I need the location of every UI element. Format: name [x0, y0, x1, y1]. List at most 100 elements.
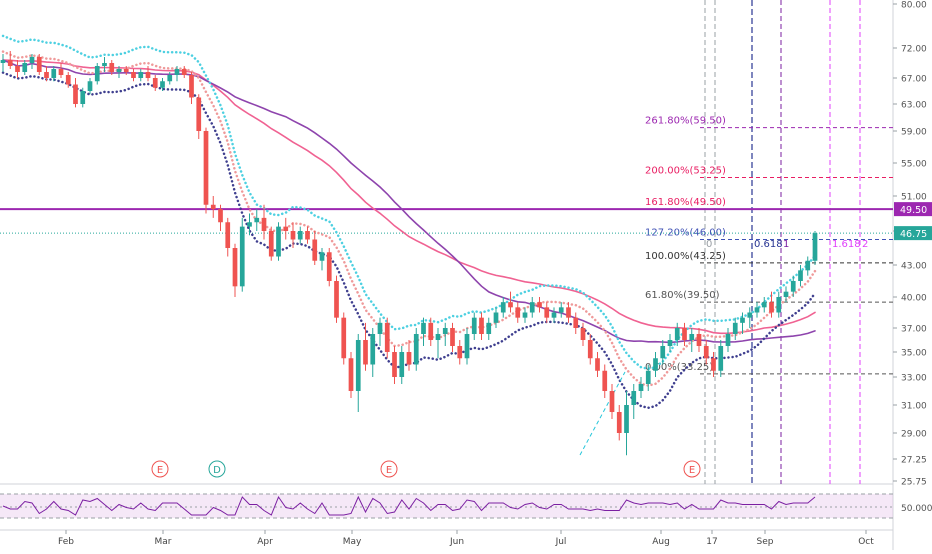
- candle-body: [174, 69, 180, 75]
- month-label: May: [343, 537, 362, 547]
- candle-body: [138, 72, 144, 78]
- candle-body: [44, 72, 49, 78]
- fib-level-label: 100.00%(43.25): [645, 251, 726, 262]
- last-price-badge: [894, 226, 932, 241]
- candle-body: [102, 63, 107, 66]
- month-label: 17: [706, 537, 717, 547]
- price-tick-label: 55.00: [901, 160, 927, 170]
- candle-body: [558, 307, 564, 313]
- candle-body: [761, 302, 767, 308]
- event-marker: [208, 460, 226, 478]
- ma-line: [1, 34, 817, 371]
- candle-body: [595, 358, 600, 371]
- candle-body: [370, 334, 376, 365]
- candle-body: [631, 391, 637, 405]
- fib-level-label: 200.00%(53.25): [645, 165, 726, 176]
- candle-body: [363, 340, 368, 365]
- candle-body: [341, 317, 347, 359]
- candle-body: [261, 217, 267, 231]
- candle-body: [783, 291, 789, 297]
- price-tick-label: 63.00: [901, 101, 927, 111]
- month-label: Mar: [155, 537, 172, 547]
- candle-body: [73, 84, 78, 104]
- ma-line: [2, 59, 816, 335]
- candle-body: [0, 60, 6, 63]
- candle-body: [587, 340, 593, 359]
- candle-body: [22, 63, 28, 72]
- candle-body: [94, 66, 100, 82]
- event-label: D: [213, 465, 221, 476]
- candle-body: [160, 81, 165, 88]
- fib-level-label: 261.80%(59.50): [645, 116, 726, 127]
- candle-body: [740, 317, 745, 323]
- candle-body: [580, 328, 586, 340]
- candle-body: [500, 302, 506, 313]
- price-tick-label: 59.00: [901, 128, 927, 138]
- candle-body: [718, 346, 724, 371]
- candle-body: [297, 231, 303, 240]
- candle-body: [674, 328, 680, 340]
- candle-body: [450, 328, 455, 346]
- month-label: Apr: [257, 537, 273, 547]
- price-tick-label: 27.25: [901, 456, 927, 466]
- oscillator-line: [2, 495, 816, 516]
- candle-body: [486, 322, 492, 334]
- price-tick-label: 33.00: [901, 374, 927, 384]
- candle-body: [624, 405, 629, 433]
- candle-body: [522, 312, 528, 318]
- candle-body: [653, 358, 658, 371]
- fib-time-label: 1: [783, 239, 789, 250]
- candle-body: [58, 69, 64, 75]
- candle-body: [116, 69, 122, 72]
- candle-body: [131, 72, 136, 78]
- candle-body: [725, 334, 731, 346]
- candle-body: [537, 302, 542, 308]
- candle-body: [638, 384, 644, 391]
- candle-body: [602, 370, 608, 391]
- candle-body: [312, 239, 318, 261]
- candle-body: [225, 222, 231, 248]
- price-tick-label: 51.00: [901, 193, 927, 203]
- month-label: Jun: [449, 537, 464, 547]
- candle-body: [406, 352, 412, 365]
- candle-body: [210, 204, 216, 210]
- price-tick-label: 80.00: [901, 1, 927, 11]
- event-label: E: [157, 465, 163, 476]
- candle-body: [29, 57, 35, 63]
- candle-body: [696, 334, 702, 346]
- candle-body: [508, 302, 513, 308]
- event-marker: [380, 460, 398, 478]
- candle-body: [464, 334, 470, 359]
- candle-body: [732, 322, 738, 334]
- last-price-badge-text: 46.75: [900, 229, 927, 240]
- level-price-badge: [894, 202, 932, 217]
- candle-body: [290, 231, 296, 240]
- candle-body: [348, 358, 354, 391]
- candle-body: [413, 334, 419, 365]
- candle-body: [276, 226, 281, 257]
- candle-body: [145, 72, 151, 78]
- candle-body: [776, 297, 782, 313]
- candle-body: [689, 334, 695, 340]
- candle-body: [232, 248, 238, 287]
- fib-level-label: 0.00%(33.25): [645, 362, 713, 373]
- fib-time-label: 2: [862, 239, 868, 250]
- price-tick-label: 67.00: [901, 75, 927, 85]
- candle-body: [616, 412, 622, 433]
- candle-body: [703, 346, 709, 359]
- price-tick-label: 35.00: [901, 349, 927, 359]
- candle-body: [326, 252, 332, 281]
- price-tick-label: 72.00: [901, 45, 927, 55]
- candle-body: [268, 231, 274, 257]
- trend-line: [579, 371, 626, 456]
- event-marker: [151, 460, 169, 478]
- candle-body: [515, 307, 521, 318]
- candle-body: [711, 358, 716, 371]
- price-tick-label: 31.00: [901, 402, 927, 412]
- candle-body: [573, 317, 579, 328]
- candle-body: [319, 252, 325, 261]
- candle-body: [609, 391, 615, 412]
- price-tick-label: 29.00: [901, 430, 927, 440]
